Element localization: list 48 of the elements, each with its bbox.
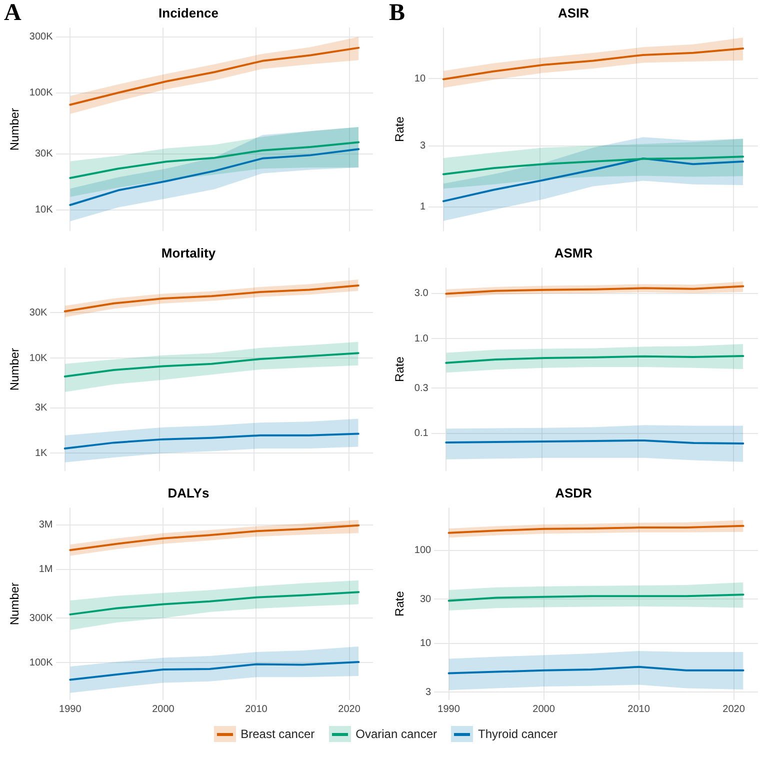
y-tick-label: 3.0 bbox=[414, 288, 429, 300]
y-tick-label: 300K bbox=[29, 612, 54, 624]
y-tick-label: 10K bbox=[29, 352, 48, 364]
y-tick-label: 30 bbox=[420, 594, 432, 605]
y-tick-label: 30K bbox=[29, 307, 48, 318]
x-tick-label: 2000 bbox=[152, 704, 175, 715]
x-tick-label: 2010 bbox=[628, 704, 650, 715]
y-tick-label: 10 bbox=[420, 638, 432, 650]
y-axis-title: Rate bbox=[392, 590, 407, 616]
chart-title: DALYs bbox=[168, 485, 210, 500]
x-tick-label: 2020 bbox=[722, 704, 746, 715]
y-tick-label: 100K bbox=[29, 88, 54, 98]
y-tick-label: 0.1 bbox=[414, 428, 429, 440]
chart-title: ASMR bbox=[554, 245, 594, 260]
chart-title: Mortality bbox=[161, 245, 216, 260]
y-axis-title: Number bbox=[8, 108, 22, 151]
y-tick-label: 3K bbox=[34, 402, 48, 414]
y-tick-label: 1.0 bbox=[414, 333, 429, 344]
y-tick-label: 0.3 bbox=[414, 382, 429, 394]
y-tick-label: 1 bbox=[420, 202, 426, 213]
y-tick-label: 3 bbox=[426, 686, 432, 698]
chart-title: ASIR bbox=[558, 5, 590, 20]
y-tick-label: 30K bbox=[34, 148, 54, 160]
legend-label: Thyroid cancer bbox=[478, 727, 558, 741]
x-tick-label: 2010 bbox=[245, 704, 268, 715]
x-tick-label: 2000 bbox=[532, 704, 556, 715]
y-tick-label: 3 bbox=[420, 140, 426, 152]
y-tick-label: 100K bbox=[29, 657, 54, 668]
x-tick-label: 1990 bbox=[59, 704, 82, 715]
y-tick-label: 1K bbox=[34, 448, 48, 459]
x-tick-label: 1990 bbox=[438, 704, 460, 715]
chart-title: ASDR bbox=[555, 485, 593, 500]
y-axis-title: Rate bbox=[392, 116, 407, 142]
y-axis-title: Rate bbox=[392, 356, 407, 382]
y-tick-label: 10K bbox=[34, 204, 54, 216]
y-tick-label: 10 bbox=[414, 73, 426, 84]
x-tick-label: 2020 bbox=[338, 704, 361, 715]
y-tick-label: 1M bbox=[38, 564, 53, 576]
y-axis-title: Number bbox=[8, 348, 22, 391]
legend-label: Ovarian cancer bbox=[356, 727, 438, 741]
y-tick-label: 3M bbox=[38, 520, 53, 531]
y-tick-label: 100 bbox=[414, 545, 432, 556]
legend-label: Breast cancer bbox=[240, 727, 315, 741]
chart-title: Incidence bbox=[158, 5, 218, 20]
y-axis-title: Number bbox=[8, 582, 22, 626]
y-tick-label: 300K bbox=[29, 32, 54, 43]
text: A bbox=[4, 0, 22, 27]
text: B bbox=[389, 0, 406, 27]
